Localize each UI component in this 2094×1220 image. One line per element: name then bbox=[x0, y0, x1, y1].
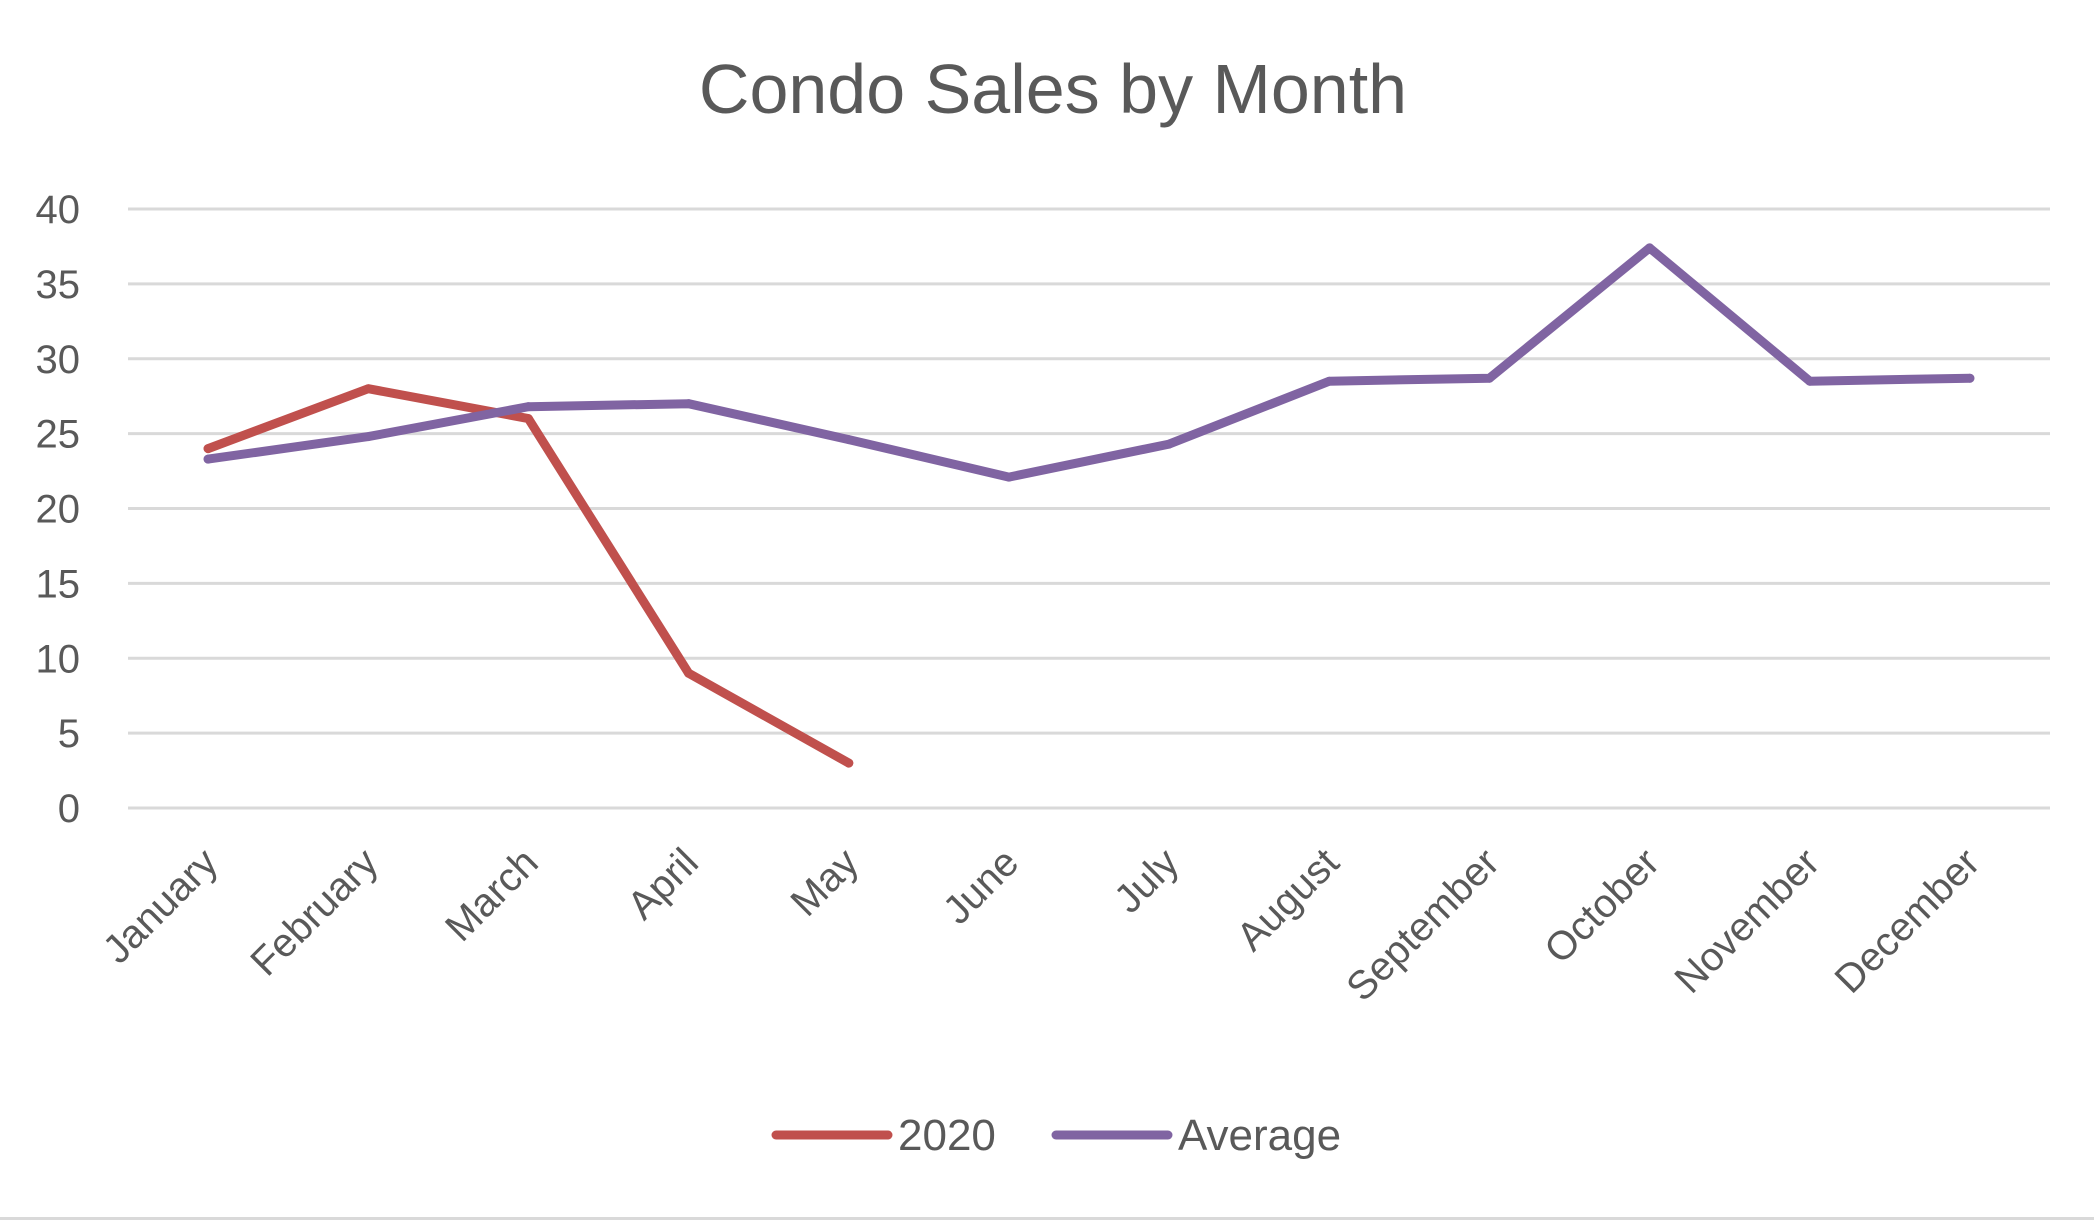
data-point-average bbox=[523, 402, 533, 412]
x-tick-label: June bbox=[935, 840, 1027, 932]
y-tick-label: 25 bbox=[36, 413, 81, 457]
y-axis-ticks: 0 5 10 15 20 25 30 35 40 bbox=[36, 188, 81, 831]
x-tick-label: December bbox=[1827, 840, 1989, 1002]
x-tick-label: February bbox=[242, 840, 386, 984]
y-tick-label: 40 bbox=[36, 188, 81, 232]
data-point-average bbox=[363, 432, 373, 442]
y-tick-label: 35 bbox=[36, 263, 81, 307]
data-point-average bbox=[844, 435, 854, 445]
data-point-average bbox=[1484, 373, 1494, 383]
x-tick-label: January bbox=[95, 840, 227, 972]
y-tick-label: 20 bbox=[36, 488, 81, 532]
x-tick-label: August bbox=[1228, 840, 1347, 959]
series-line-average bbox=[203, 243, 1975, 482]
x-tick-label: July bbox=[1106, 840, 1187, 921]
data-point-average bbox=[1004, 472, 1014, 482]
series-lines bbox=[203, 243, 1975, 768]
x-tick-label: April bbox=[619, 840, 707, 928]
y-tick-label: 0 bbox=[58, 787, 80, 831]
data-point-average bbox=[1965, 373, 1975, 383]
y-tick-label: 5 bbox=[58, 712, 80, 756]
x-tick-label: September bbox=[1338, 840, 1507, 1009]
y-tick-label: 15 bbox=[36, 562, 81, 606]
x-tick-label: October bbox=[1536, 840, 1668, 972]
x-axis-ticks: January February March April May June July Augu… bbox=[95, 840, 1989, 1009]
data-point-2020 bbox=[363, 384, 373, 394]
chart-title: Condo Sales by Month bbox=[699, 50, 1407, 128]
x-tick-label: May bbox=[783, 840, 868, 925]
data-point-2020 bbox=[684, 668, 694, 678]
bottom-divider bbox=[0, 1217, 2094, 1220]
data-point-average bbox=[1645, 243, 1655, 253]
data-point-average bbox=[684, 399, 694, 409]
data-point-average bbox=[1324, 376, 1334, 386]
gridlines bbox=[128, 207, 2050, 810]
x-tick-label: March bbox=[437, 840, 547, 950]
data-point-average bbox=[1164, 439, 1174, 449]
data-point-2020 bbox=[844, 758, 854, 768]
y-tick-label: 30 bbox=[36, 338, 81, 382]
legend: 2020 Average bbox=[771, 1111, 1341, 1160]
y-tick-label: 10 bbox=[36, 637, 81, 681]
data-point-2020 bbox=[203, 444, 213, 454]
data-point-average bbox=[1805, 376, 1815, 386]
data-point-average bbox=[203, 454, 213, 464]
data-point-2020 bbox=[523, 414, 533, 424]
legend-label-average: Average bbox=[1178, 1111, 1341, 1160]
legend-label-2020: 2020 bbox=[898, 1111, 996, 1160]
x-tick-label: November bbox=[1667, 840, 1829, 1002]
